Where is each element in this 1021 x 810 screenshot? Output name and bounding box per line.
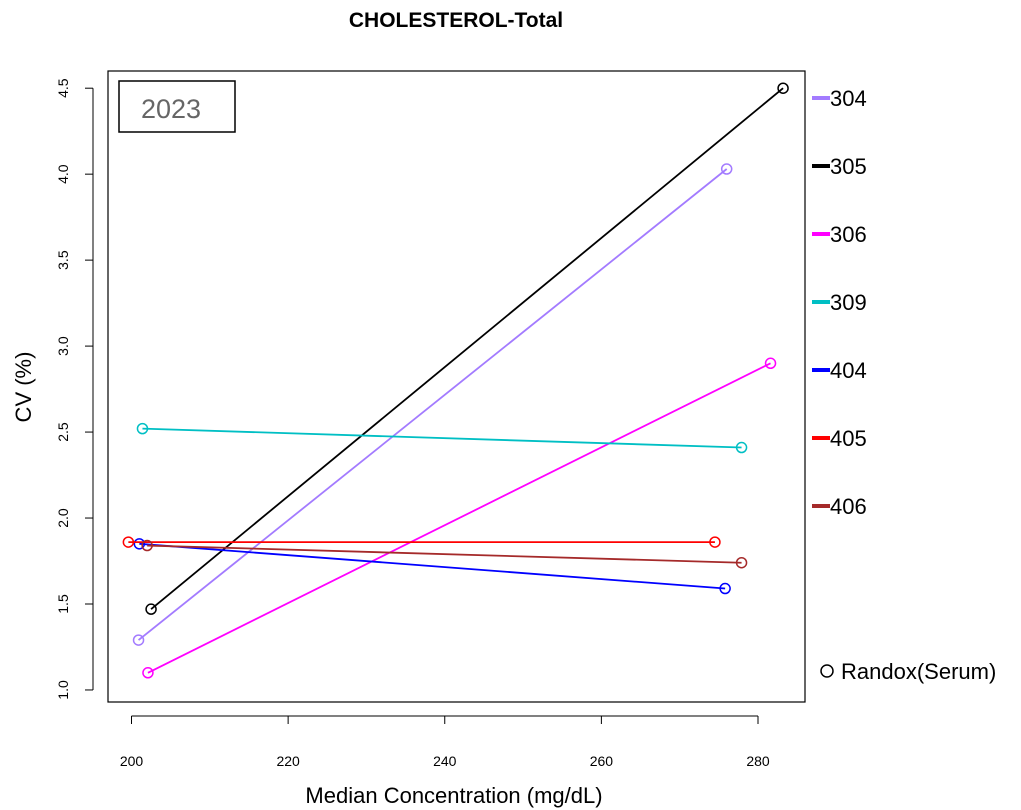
- y-tick-label: 2.0: [55, 508, 71, 528]
- legend-label: 404: [830, 358, 867, 383]
- y-tick-label: 1.5: [55, 594, 71, 614]
- legend-item: 405: [812, 426, 867, 451]
- data-point: [735, 556, 748, 569]
- year-box: [118, 80, 236, 133]
- x-tick-label: 260: [590, 753, 614, 769]
- legend-item: 305: [812, 154, 867, 179]
- y-tick-label: 2.5: [55, 422, 71, 442]
- y-axis-label: CV (%): [11, 352, 36, 423]
- legend-item: 404: [812, 358, 867, 383]
- data-point: [720, 163, 733, 175]
- legend-label: 305: [830, 154, 867, 179]
- data-point: [735, 441, 748, 454]
- x-axis: 200 220 240 260 280: [120, 715, 770, 769]
- data-point: [133, 538, 146, 550]
- x-axis-label: Median Concentration (mg/dL): [305, 783, 602, 808]
- legend-label: 406: [830, 494, 867, 519]
- data-point: [145, 603, 157, 615]
- series-line: [150, 87, 784, 610]
- data-point: [136, 422, 149, 435]
- series-404: [133, 538, 731, 595]
- legend-marker-label: Randox(Serum): [841, 659, 996, 684]
- y-tick-label: 4.5: [55, 78, 71, 98]
- legend-label: 304: [830, 86, 867, 111]
- legend-item: 304: [812, 86, 867, 111]
- series-305: [145, 82, 789, 615]
- legend-label: 405: [830, 426, 867, 451]
- y-tick-label: 3.0: [55, 336, 71, 356]
- legend: 304 305 306 309 404 405 406: [812, 86, 867, 519]
- x-tick-label: 240: [433, 753, 457, 769]
- data-point: [777, 82, 789, 94]
- legend-item: 309: [812, 290, 867, 315]
- y-tick-label: 3.5: [55, 250, 71, 270]
- data-point: [132, 634, 145, 646]
- series-layer: [122, 82, 789, 679]
- series-line: [147, 544, 742, 564]
- chart-title: CHOLESTEROL-Total: [349, 9, 563, 32]
- legend-label: 309: [830, 290, 867, 315]
- y-tick-label: 4.0: [55, 164, 71, 184]
- year-label: 2023: [141, 94, 201, 124]
- x-tick-label: 200: [120, 753, 144, 769]
- legend-label: 306: [830, 222, 867, 247]
- data-point: [142, 667, 154, 679]
- data-point: [122, 536, 135, 548]
- series-line: [147, 362, 771, 674]
- plot-frame: [107, 70, 806, 703]
- series-309: [136, 422, 748, 454]
- y-tick-label: 1.0: [55, 680, 71, 700]
- series-line: [142, 427, 742, 449]
- series-406: [141, 539, 748, 569]
- series-405: [122, 536, 721, 548]
- legend-marker-circle: [820, 664, 834, 678]
- data-point: [141, 539, 153, 552]
- data-point: [719, 582, 731, 595]
- y-axis: 1.0 1.5 2.0 2.5 3.0 3.5 4.0 4.5: [55, 78, 94, 700]
- legend-item: 406: [812, 494, 867, 519]
- x-tick-label: 280: [746, 753, 770, 769]
- legend-item: 306: [812, 222, 867, 247]
- data-point: [709, 536, 721, 548]
- series-line: [137, 168, 728, 641]
- series-304: [132, 163, 733, 646]
- series-306: [142, 357, 777, 679]
- data-point: [764, 357, 777, 370]
- x-tick-label: 220: [276, 753, 300, 769]
- series-line: [139, 542, 726, 590]
